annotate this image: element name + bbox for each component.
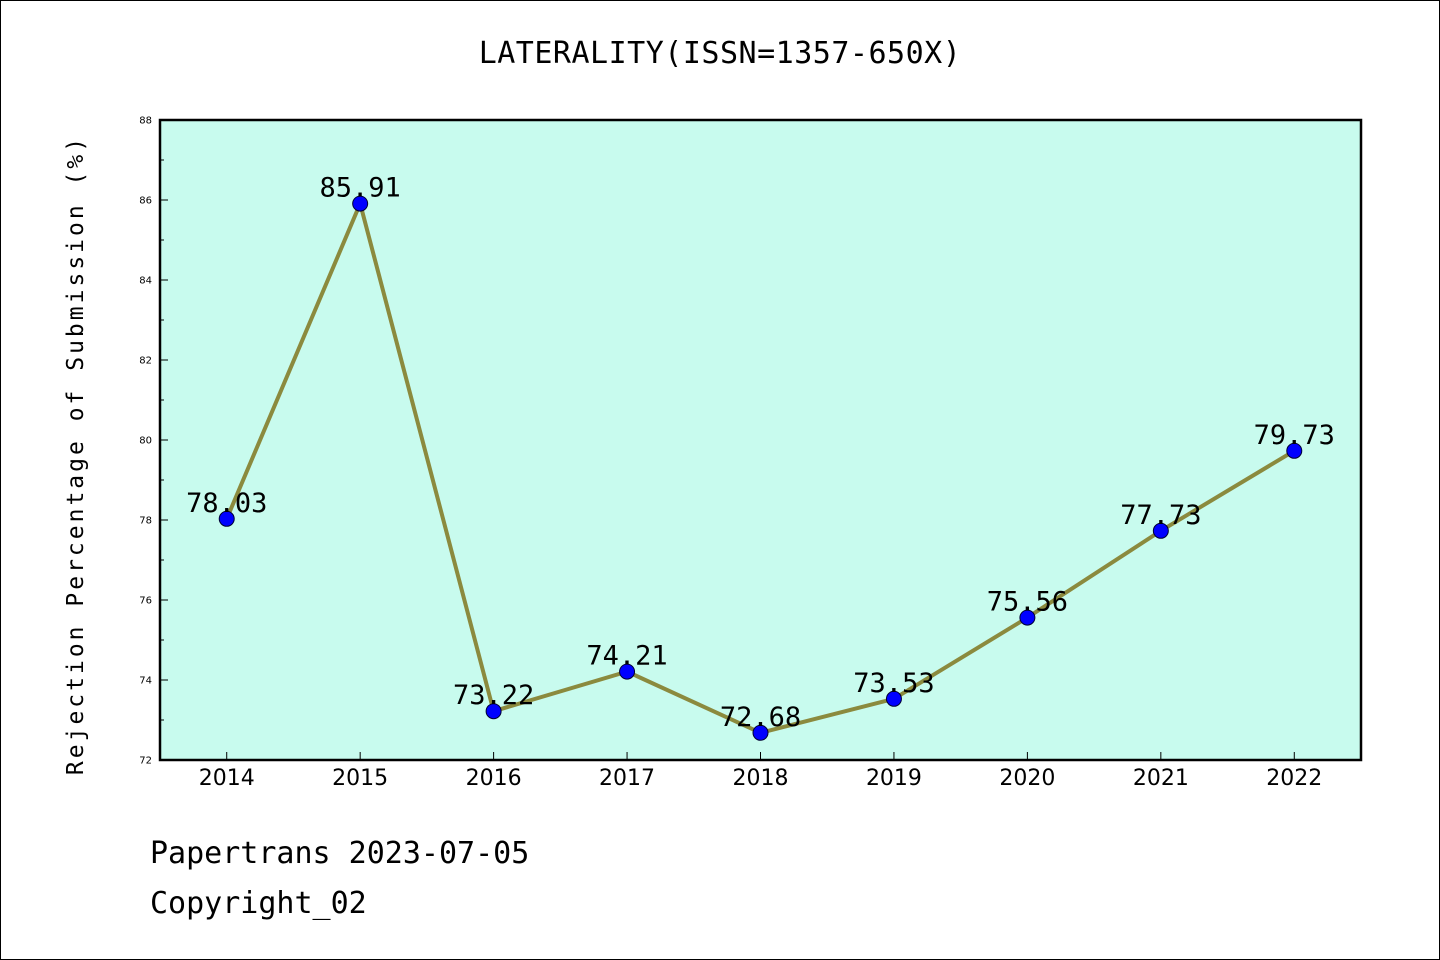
data-point <box>1152 522 1169 539</box>
x-tick-label: 2021 <box>1133 766 1189 791</box>
x-tick-label: 2020 <box>999 766 1055 791</box>
data-label: 73.53 <box>853 668 934 699</box>
x-tick-label: 2022 <box>1266 766 1322 791</box>
data-point <box>352 195 369 212</box>
x-axis-ticks: 2014 2015 2016 2017 2018 2019 2020 2021 2022 <box>199 752 1322 791</box>
data-point <box>752 724 769 741</box>
data-label: 79.73 <box>1254 420 1335 451</box>
plot-area <box>160 120 1361 760</box>
chart-title: LATERALITY(ISSN=1357-650X) <box>478 36 962 71</box>
y-tick-label: 76 <box>139 596 152 607</box>
data-label: 73.22 <box>453 680 534 711</box>
plot-border <box>158 118 1363 762</box>
footer-copyright: Copyright_02 <box>150 886 367 921</box>
y-tick-label: 84 <box>139 276 152 287</box>
y-tick-label: 88 <box>139 116 152 127</box>
y-tick-label: 78 <box>139 516 152 527</box>
x-tick-label: 2017 <box>599 766 655 791</box>
y-tick-label: 72 <box>139 756 152 767</box>
data-point <box>1286 442 1303 459</box>
x-tick-label: 2014 <box>199 766 255 791</box>
data-point <box>619 663 636 680</box>
data-label: 85.91 <box>320 173 401 204</box>
data-point <box>218 510 235 527</box>
data-point <box>485 703 502 720</box>
x-tick-label: 2016 <box>466 766 522 791</box>
x-tick-label: 2015 <box>332 766 388 791</box>
data-label: 78.03 <box>186 488 267 519</box>
y-tick-label: 86 <box>139 196 152 207</box>
data-label: 75.56 <box>987 587 1068 618</box>
data-point <box>1019 609 1036 626</box>
data-label: 74.21 <box>586 641 667 672</box>
footer-source: Papertrans 2023-07-05 <box>150 836 530 871</box>
data-labels: 78.03 85.91 73.22 74.21 72.68 73.53 75.56 77.73… <box>186 173 1335 733</box>
y-tick-label: 74 <box>139 676 152 687</box>
data-point <box>885 690 902 707</box>
y-tick-label: 82 <box>139 356 152 367</box>
data-label: 77.73 <box>1120 500 1201 531</box>
y-tick-label: 80 <box>139 436 152 447</box>
series-markers <box>218 195 1303 741</box>
x-tick-label: 2018 <box>733 766 789 791</box>
x-tick-label: 2019 <box>866 766 922 791</box>
data-label: 72.68 <box>720 702 801 733</box>
